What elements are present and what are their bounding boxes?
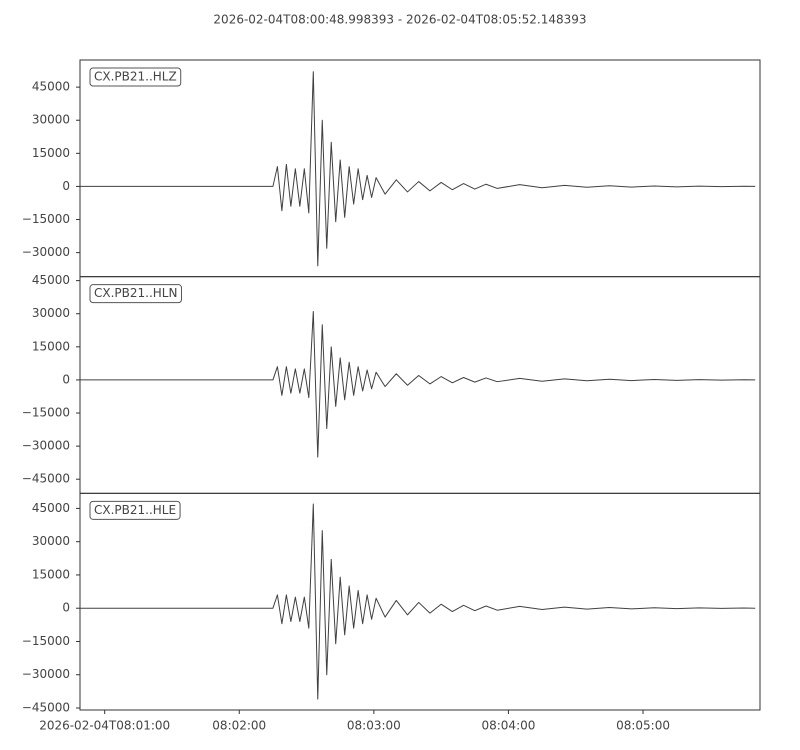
trace-label-box xyxy=(89,284,182,304)
y-tick-label: −30000 xyxy=(22,245,70,259)
y-tick-label: 15000 xyxy=(32,339,70,353)
y-tick-label: −30000 xyxy=(22,667,70,681)
panel-frame xyxy=(79,59,761,278)
waveform xyxy=(80,71,756,267)
trace-label-box xyxy=(89,67,182,87)
y-tick-label: 30000 xyxy=(32,534,70,548)
figure-title: 2026-02-04T08:00:48.998393 - 2026-02-04T… xyxy=(213,13,586,27)
y-tick-label: −45000 xyxy=(22,472,70,486)
y-tick-label: −45000 xyxy=(22,701,70,715)
y-tick-label: −15000 xyxy=(22,634,70,648)
y-tick-label: 30000 xyxy=(32,113,70,127)
waveform xyxy=(80,311,756,458)
y-tick-label: 45000 xyxy=(32,80,70,94)
x-tick-label: 2026-02-04T08:01:00 xyxy=(39,719,170,733)
y-tick-label: −30000 xyxy=(22,439,70,453)
y-tick-label: 15000 xyxy=(32,146,70,160)
panel-frame xyxy=(79,276,761,494)
y-tick-label: −15000 xyxy=(22,406,70,420)
y-tick-label: 15000 xyxy=(32,567,70,581)
y-tick-label: 0 xyxy=(62,372,70,386)
y-tick-label: 30000 xyxy=(32,306,70,320)
trace-label: CX.PB21..HLZ xyxy=(94,70,177,84)
y-tick-label: 45000 xyxy=(32,273,70,287)
trace-label: CX.PB21..HLN xyxy=(94,286,177,300)
y-tick-label: 0 xyxy=(62,601,70,615)
x-tick-label: 08:03:00 xyxy=(347,719,401,733)
y-tick-label: −15000 xyxy=(22,212,70,226)
trace-label-box xyxy=(89,500,181,520)
x-tick-label: 08:02:00 xyxy=(212,719,266,733)
panel-frame xyxy=(79,492,761,711)
y-tick-label: 45000 xyxy=(32,501,70,515)
x-tick-label: 08:04:00 xyxy=(481,719,535,733)
trace-label: CX.PB21..HLE xyxy=(94,503,176,517)
waveform xyxy=(80,503,756,700)
x-tick-label: 08:05:00 xyxy=(616,719,670,733)
y-tick-label: 0 xyxy=(62,179,70,193)
